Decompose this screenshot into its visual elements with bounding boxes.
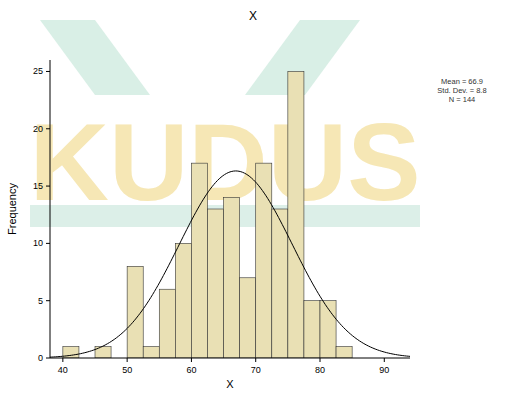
bar xyxy=(240,278,256,358)
x-tick xyxy=(320,358,321,362)
x-tick-label: 40 xyxy=(58,365,68,375)
x-tick xyxy=(191,358,192,362)
title: X xyxy=(249,9,257,23)
watermark-shape xyxy=(40,20,150,95)
x-tick-label: 90 xyxy=(379,365,389,375)
y-axis xyxy=(50,60,51,358)
x-axis xyxy=(50,358,410,359)
watermark: KUDUS xyxy=(29,20,420,227)
y-tick-label: 20 xyxy=(33,124,43,134)
y-tick-label: 15 xyxy=(33,181,43,191)
bar xyxy=(175,243,191,358)
x-tick xyxy=(255,358,256,362)
plot xyxy=(50,71,410,358)
x-tick-label: 80 xyxy=(315,365,325,375)
stats-label: Std. Dev. = 8.8 xyxy=(437,86,486,95)
bar xyxy=(336,347,352,358)
y-tick xyxy=(46,186,50,187)
normal-curve xyxy=(50,171,410,357)
x-tick-label: 60 xyxy=(186,365,196,375)
y-axis-label: Frequency xyxy=(6,183,18,235)
x-tick xyxy=(384,358,385,362)
x-tick xyxy=(62,358,63,362)
bar xyxy=(304,301,320,358)
bar xyxy=(208,209,224,358)
y-tick xyxy=(46,71,50,72)
x-tick xyxy=(127,358,128,362)
bar xyxy=(159,289,175,358)
x-axis-label: X xyxy=(226,378,234,390)
bar xyxy=(191,163,207,358)
y-tick-label: 0 xyxy=(38,353,43,363)
bar xyxy=(143,347,159,358)
y-tick xyxy=(46,128,50,129)
bar xyxy=(288,71,304,358)
y-tick xyxy=(46,300,50,301)
x-tick-label: 50 xyxy=(122,365,132,375)
chart: KUDUSX4050607080900510152025XFrequencyMe… xyxy=(0,0,508,398)
y-tick-label: 10 xyxy=(33,238,43,248)
stats-label: Mean = 66.9 xyxy=(441,77,483,86)
y-tick xyxy=(46,358,50,359)
y-tick xyxy=(46,243,50,244)
bar xyxy=(224,198,240,358)
y-tick-label: 5 xyxy=(38,296,43,306)
x-tick-label: 70 xyxy=(251,365,261,375)
stats-label: N = 144 xyxy=(449,95,475,104)
y-tick-label: 25 xyxy=(33,66,43,76)
